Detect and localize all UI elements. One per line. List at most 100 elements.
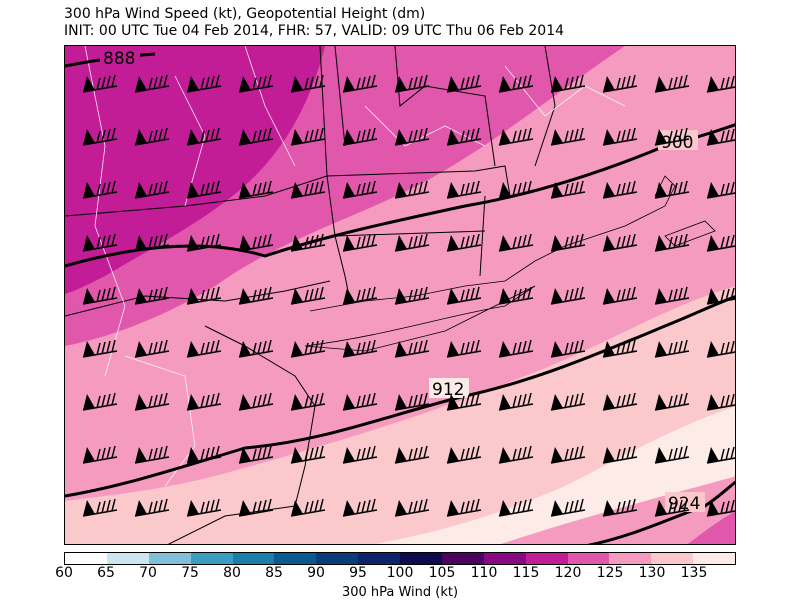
wind-barb-icon bbox=[654, 445, 690, 464]
colorbar-tick-label: 125 bbox=[596, 565, 624, 581]
wind-barb-icon bbox=[654, 286, 690, 305]
wind-barb-icon bbox=[186, 180, 222, 199]
wind-barb-icon bbox=[82, 74, 118, 93]
wind-barb-icon bbox=[706, 181, 735, 199]
wind-barb-icon bbox=[290, 127, 326, 146]
wind-barb-icon bbox=[498, 339, 534, 358]
wind-barb-icon bbox=[446, 127, 482, 146]
colorbar-segment bbox=[567, 553, 610, 564]
wind-barb-icon bbox=[550, 74, 586, 93]
wind-barb-icon bbox=[238, 392, 274, 411]
wind-barb-icon bbox=[290, 74, 326, 93]
shade-115-120-se bbox=[687, 511, 735, 544]
wind-barb-icon bbox=[706, 234, 735, 252]
wind-barb-icon bbox=[706, 446, 735, 464]
map-frame: 888 900 912 924 bbox=[64, 45, 736, 545]
wind-barb-icon bbox=[550, 392, 586, 411]
wind-barb-icon bbox=[602, 392, 638, 411]
colorbar-label: 300 hPa Wind (kt) bbox=[341, 585, 459, 600]
colorbar-segment bbox=[525, 553, 568, 564]
colorbar-tick-label: 85 bbox=[265, 565, 283, 581]
wind-barb-icon bbox=[238, 233, 274, 252]
contour-label-900: 900 bbox=[661, 133, 693, 153]
wind-barb-icon bbox=[82, 498, 118, 517]
wind-barb-icon bbox=[550, 286, 586, 305]
wind-barb-icon bbox=[186, 127, 222, 146]
wind-barb-icon bbox=[82, 180, 118, 199]
wind-barb-icon bbox=[602, 339, 638, 358]
colorbar-segment bbox=[65, 553, 107, 564]
map-title: 300 hPa Wind Speed (kt), Geopotential He… bbox=[64, 6, 426, 22]
wind-barb-icon bbox=[134, 74, 170, 93]
wind-barb-icon bbox=[394, 392, 430, 411]
wind-barb-icon bbox=[550, 233, 586, 252]
wind-barb-icon bbox=[394, 498, 430, 517]
wind-barb-icon bbox=[290, 233, 326, 252]
wind-barb-icon bbox=[394, 286, 430, 305]
wind-barb-icon bbox=[550, 498, 586, 517]
state-borders bbox=[65, 46, 556, 544]
wind-barb-icon bbox=[342, 180, 378, 199]
colorbar-segment bbox=[651, 553, 694, 564]
wind-barb-icon bbox=[186, 339, 222, 358]
wind-barb-icon bbox=[82, 233, 118, 252]
contour-label-888: 888 bbox=[103, 49, 135, 69]
wind-map: 888 900 912 924 bbox=[65, 46, 735, 544]
wind-barb-icon bbox=[290, 339, 326, 358]
wind-barb-icon bbox=[186, 445, 222, 464]
colorbar-tick-label: 110 bbox=[470, 565, 498, 581]
colorbar-segment bbox=[358, 553, 400, 564]
wind-barb-icon bbox=[342, 445, 378, 464]
colorbar-segment bbox=[483, 553, 526, 564]
contour-labels: 888 900 912 924 bbox=[100, 48, 705, 514]
wind-barb-icon bbox=[134, 180, 170, 199]
wind-barb-icon bbox=[654, 392, 690, 411]
colorbar-segment bbox=[106, 553, 149, 564]
wind-barb-icon bbox=[186, 233, 222, 252]
wind-barb-icon bbox=[654, 498, 690, 517]
wind-barb-icon bbox=[446, 339, 482, 358]
wind-barb-icon bbox=[498, 498, 534, 517]
wind-barb-icon bbox=[342, 498, 378, 517]
wind-barb-icon bbox=[342, 74, 378, 93]
wind-barb-icon bbox=[550, 339, 586, 358]
wind-barb-icon bbox=[706, 340, 735, 358]
colorbar-tick-label: 100 bbox=[386, 565, 414, 581]
wind-barb-icon bbox=[394, 74, 430, 93]
wind-barb-icon bbox=[654, 127, 690, 146]
wind-barb-icon bbox=[498, 180, 534, 199]
wind-barb-icon bbox=[186, 286, 222, 305]
wind-barb-icon bbox=[186, 392, 222, 411]
wind-barb-icon bbox=[446, 74, 482, 93]
colorbar-tick-label: 75 bbox=[181, 565, 199, 581]
colorbar-segment bbox=[232, 553, 275, 564]
colorbar-segment bbox=[400, 553, 442, 564]
wind-barb-icon bbox=[446, 180, 482, 199]
wind-barb-icon bbox=[706, 128, 735, 146]
wind-barbs bbox=[82, 74, 735, 517]
colorbar-segment bbox=[274, 553, 317, 564]
colorbar-segment bbox=[190, 553, 233, 564]
wind-barb-icon bbox=[82, 339, 118, 358]
wind-barb-icon bbox=[446, 286, 482, 305]
wind-barb-icon bbox=[654, 233, 690, 252]
wind-barb-icon bbox=[134, 339, 170, 358]
wind-barb-icon bbox=[550, 127, 586, 146]
colorbar-tick-label: 80 bbox=[223, 565, 241, 581]
wind-barb-icon bbox=[602, 74, 638, 93]
wind-barb-icon bbox=[654, 180, 690, 199]
wind-barb-icon bbox=[654, 339, 690, 358]
wind-barb-icon bbox=[238, 74, 274, 93]
wind-barb-icon bbox=[654, 74, 690, 93]
wind-barb-icon bbox=[134, 286, 170, 305]
wind-barb-icon bbox=[446, 233, 482, 252]
wind-barb-icon bbox=[394, 445, 430, 464]
wind-barb-icon bbox=[550, 180, 586, 199]
colorbar-segment bbox=[316, 553, 359, 564]
colorbar-tick-label: 120 bbox=[554, 565, 582, 581]
colorbar-ticks: 60 65 70 75 80 85 90 95 100 105 110 115 120 125 130 135 bbox=[55, 565, 736, 581]
wind-barb-icon bbox=[394, 339, 430, 358]
wind-barb-icon bbox=[602, 127, 638, 146]
wind-barb-icon bbox=[238, 180, 274, 199]
wind-barb-icon bbox=[498, 127, 534, 146]
